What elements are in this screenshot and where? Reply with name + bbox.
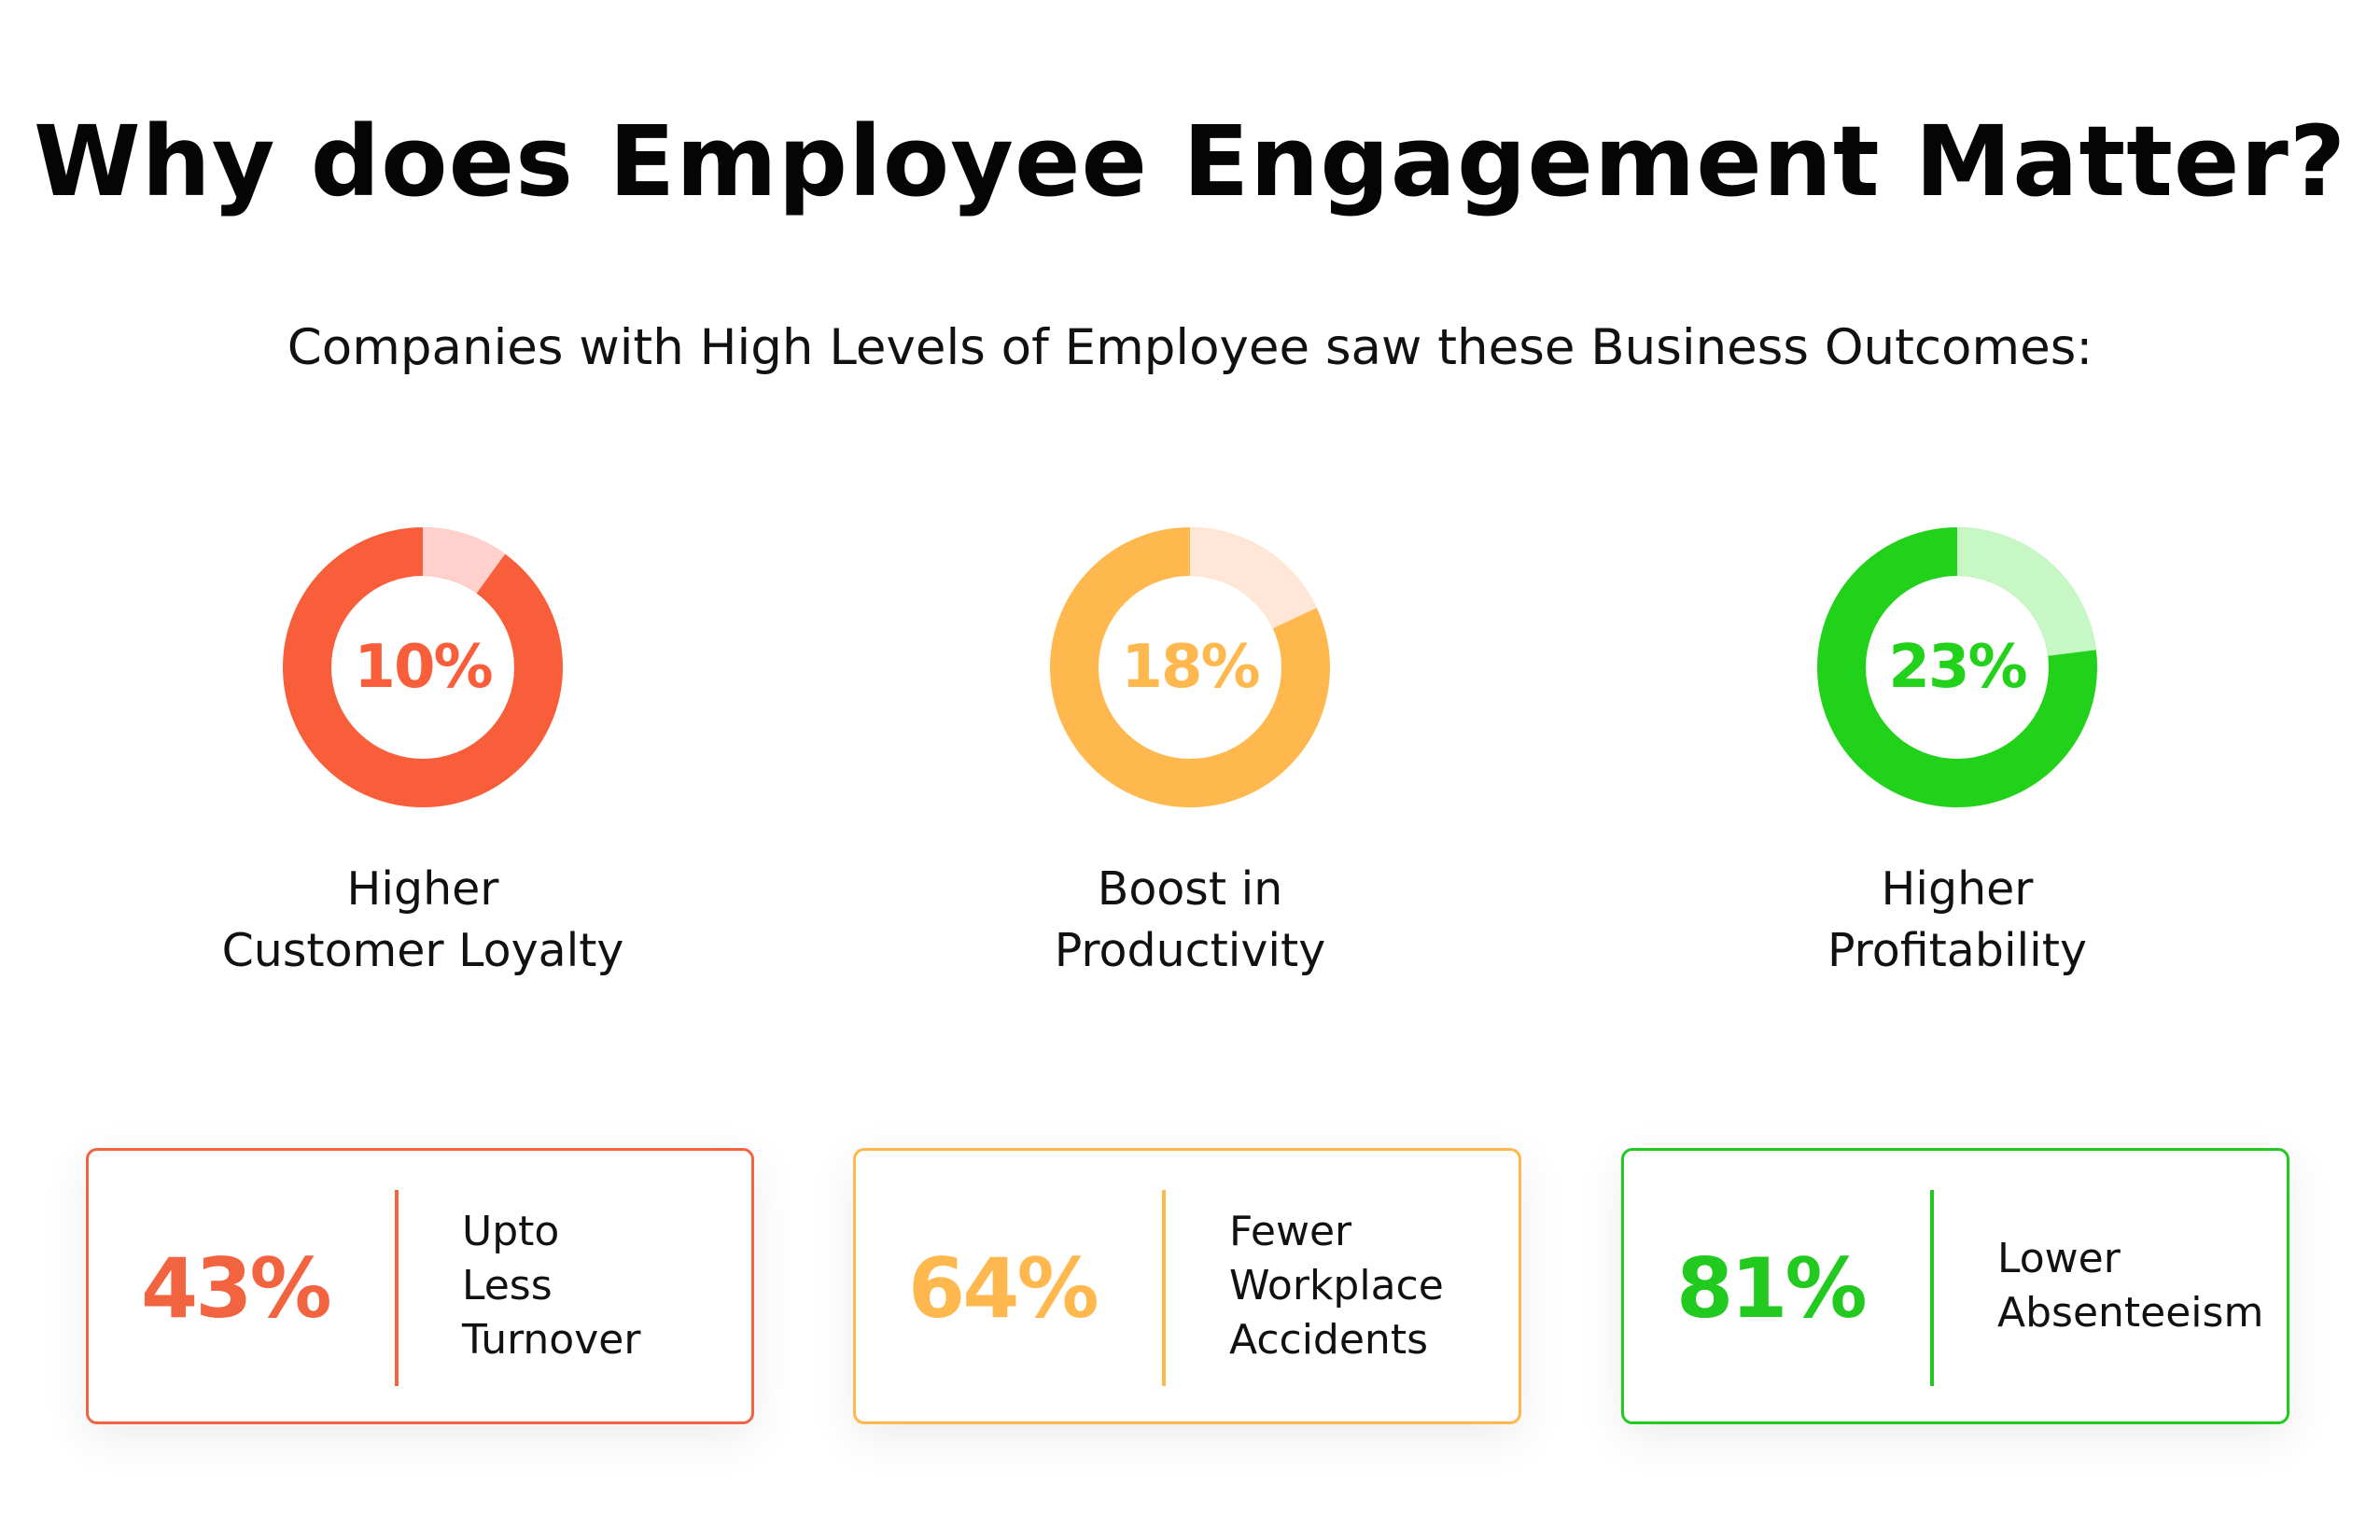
donut-highlight-arc [283, 527, 563, 807]
donut-label-line: Profitability [1827, 924, 2087, 977]
donut-chart [1050, 527, 1330, 807]
stat-description-line: Lower [1997, 1235, 2121, 1282]
stat-description-line: Less [462, 1262, 553, 1309]
stat-divider [1930, 1190, 1934, 1386]
donut-productivity: 18% Boost in Productivity [910, 527, 1470, 994]
stat-value: 64% [908, 1240, 1099, 1337]
stat-value: 81% [1676, 1240, 1868, 1337]
donut-highlight-arc [1817, 527, 2097, 807]
stat-divider [395, 1190, 399, 1386]
donut-label-line: Higher [346, 862, 499, 916]
stat-value: 43% [141, 1240, 332, 1337]
stat-card-accidents: 64% Fewer Workplace Accidents [853, 1148, 1521, 1424]
stat-description: Fewer Workplace Accidents [1229, 1151, 1509, 1421]
donut-label-line: Higher [1881, 862, 2034, 916]
donut-label-line: Customer Loyalty [221, 924, 624, 977]
stat-card-turnover: 43% Upto Less Turnover [86, 1148, 754, 1424]
donut-label-line: Productivity [1054, 924, 1326, 977]
stat-card-absenteeism: 81% Lower Absenteeism [1621, 1148, 2289, 1424]
donut-highlight-arc [1050, 527, 1330, 807]
page-subtitle: Companies with High Levels of Employee s… [287, 319, 2093, 376]
donut-label: Higher Customer Loyalty [143, 859, 703, 982]
page-title: Why does Employee Engagement Matter? [33, 105, 2347, 218]
stat-description: Lower Absenteeism [1997, 1151, 2277, 1421]
stat-description-line: Accidents [1229, 1316, 1428, 1364]
stat-divider [1162, 1190, 1166, 1386]
stat-description-line: Upto [462, 1208, 560, 1255]
donut-value: 23% [1888, 633, 2027, 702]
donut-customer-loyalty: 10% Higher Customer Loyalty [143, 527, 703, 994]
donut-profitability: 23% Higher Profitability [1677, 527, 2237, 994]
stat-description-line: Workplace [1229, 1262, 1444, 1309]
donut-label: Higher Profitability [1677, 859, 2237, 982]
donut-label-line: Boost in [1097, 862, 1283, 916]
donut-chart [1817, 527, 2097, 807]
donut-value: 10% [354, 633, 493, 702]
stat-description-line: Turnover [462, 1316, 641, 1364]
stat-description: Upto Less Turnover [462, 1151, 742, 1421]
donut-chart [283, 527, 563, 807]
donut-label: Boost in Productivity [910, 859, 1470, 982]
stat-description-line: Absenteeism [1997, 1289, 2264, 1337]
donut-value: 18% [1121, 633, 1260, 702]
stat-description-line: Fewer [1229, 1208, 1352, 1255]
